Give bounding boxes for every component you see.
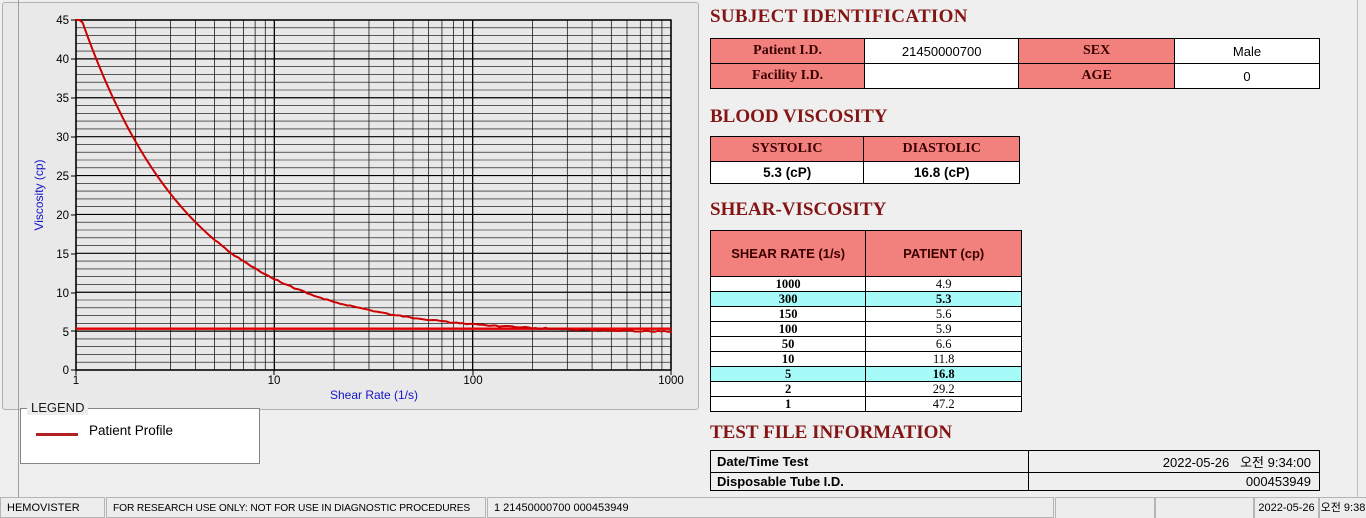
svg-text:25: 25 [56, 171, 69, 183]
svg-text:Shear Rate (1/s): Shear Rate (1/s) [330, 388, 418, 402]
svg-text:1: 1 [73, 375, 79, 387]
svg-text:20: 20 [56, 210, 69, 222]
svg-text:100: 100 [463, 375, 482, 387]
svg-text:1000: 1000 [658, 375, 684, 387]
svg-text:Viscosity (cp): Viscosity (cp) [32, 159, 46, 230]
svg-text:10: 10 [56, 288, 69, 300]
svg-text:10: 10 [268, 375, 281, 387]
svg-text:15: 15 [56, 249, 69, 261]
svg-text:45: 45 [56, 15, 69, 27]
svg-text:35: 35 [56, 93, 69, 105]
svg-text:5: 5 [63, 327, 69, 339]
svg-text:0: 0 [63, 365, 69, 377]
svg-text:40: 40 [56, 54, 69, 66]
svg-text:30: 30 [56, 132, 69, 144]
